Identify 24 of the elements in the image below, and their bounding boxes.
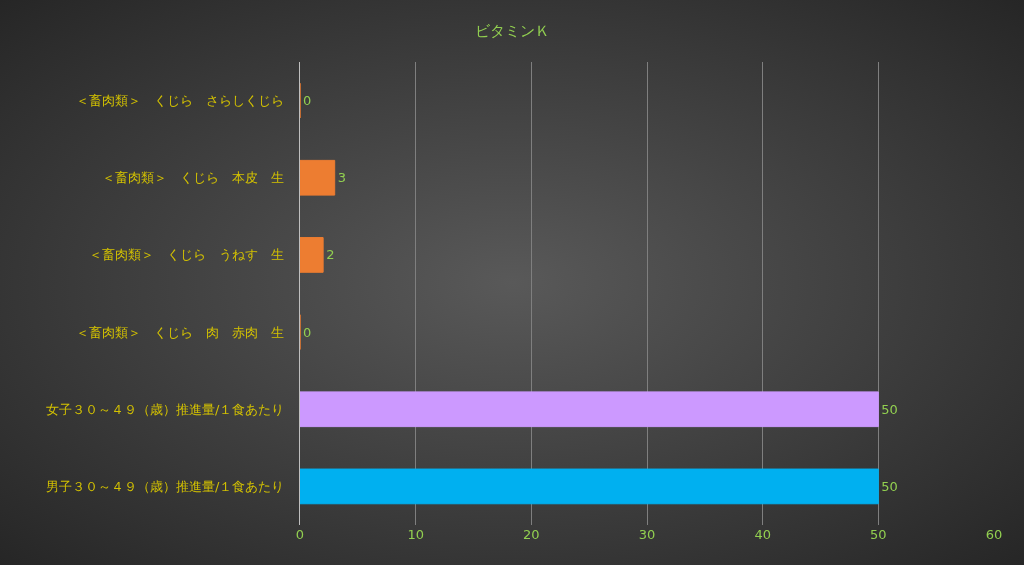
data-label: 50 <box>881 478 898 494</box>
x-tick-label: 10 <box>407 527 424 542</box>
x-tick-label: 40 <box>754 527 771 542</box>
data-label: 2 <box>326 247 335 263</box>
y-tick-label: ＜畜肉類＞ くじら うねす 生 <box>89 247 285 263</box>
data-label: 0 <box>303 93 312 109</box>
x-tick-label: 60 <box>985 527 1003 542</box>
data-label: 50 <box>881 401 898 417</box>
chart-title: ビタミンＫ <box>474 21 550 40</box>
bar <box>300 468 879 505</box>
y-tick-label: 男子３０～４９（歳）推進量/１食あたり <box>46 478 285 494</box>
x-tick-label: 30 <box>638 527 656 542</box>
bar <box>300 391 879 428</box>
y-tick-label: ＜畜肉類＞ くじら 肉 赤肉 生 <box>76 324 285 340</box>
y-tick-label: ＜畜肉類＞ くじら さらしくじら <box>76 93 285 109</box>
data-label: 0 <box>303 324 312 340</box>
bar <box>300 237 324 273</box>
x-tick-label: 0 <box>295 527 305 542</box>
y-tick-label: 女子３０～４９（歳）推進量/１食あたり <box>46 401 285 417</box>
x-tick-label: 50 <box>870 527 887 542</box>
bar <box>300 159 336 196</box>
x-tick-label: 20 <box>523 527 540 542</box>
y-tick-label: ＜畜肉類＞ くじら 本皮 生 <box>102 170 285 186</box>
data-label: 3 <box>337 170 346 186</box>
